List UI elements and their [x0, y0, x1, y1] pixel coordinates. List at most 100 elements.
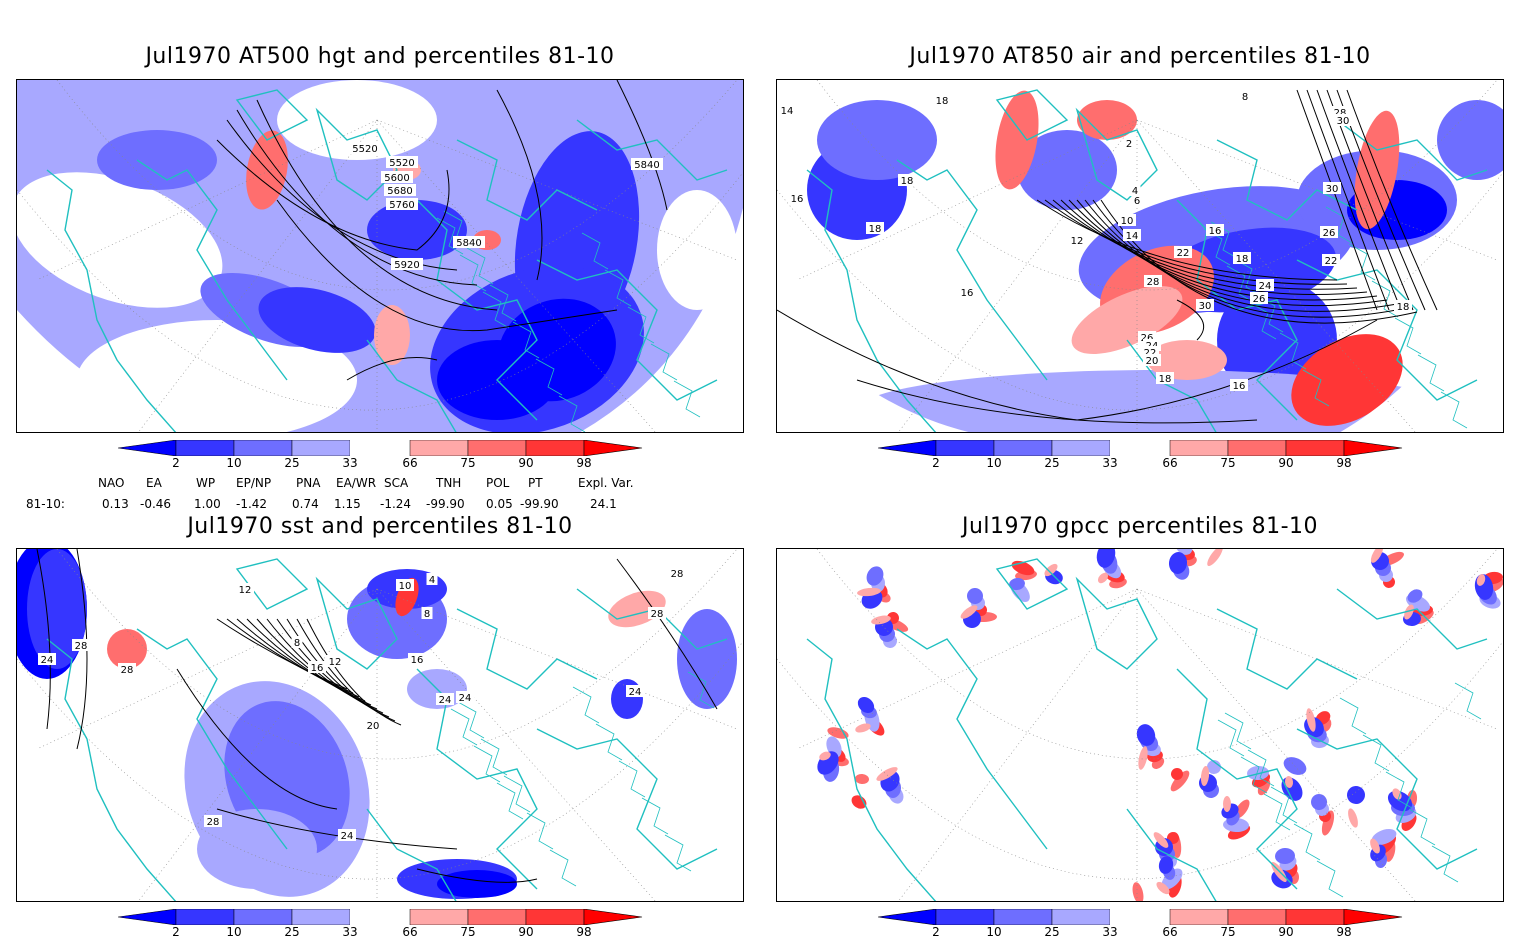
contour-label: 5520 [349, 142, 381, 155]
contour-label: 5840 [453, 236, 485, 249]
contour-line [1044, 199, 1348, 285]
country-borders [436, 210, 701, 432]
svg-text:30: 30 [1326, 184, 1339, 195]
colorbar-swatch [993, 439, 1053, 457]
anomaly-region [374, 305, 410, 365]
index-value: -0.46 [140, 497, 172, 511]
svg-text:24: 24 [629, 687, 642, 698]
colorbar-tick-label: 66 [1162, 456, 1178, 470]
contour-line [216, 808, 458, 850]
svg-text:24: 24 [439, 695, 452, 706]
precip-anomaly [866, 566, 884, 586]
svg-text:6: 6 [1134, 196, 1140, 207]
graticule [17, 80, 743, 432]
contour-label: 16 [958, 286, 976, 299]
anomaly-region [437, 870, 517, 898]
anomaly-region [1147, 340, 1227, 380]
index-header: EP/NP [236, 476, 272, 490]
precip-anomaly [1275, 847, 1295, 865]
svg-text:4: 4 [429, 575, 435, 586]
graticule [777, 549, 1503, 901]
contour-label: 14 [778, 104, 796, 117]
precip-anomaly [1321, 810, 1335, 836]
contour-line [176, 668, 338, 810]
precip-anomaly [857, 697, 875, 713]
index-header: SCA [384, 476, 409, 490]
index-header: PT [528, 476, 543, 490]
anomaly-region [817, 100, 937, 180]
svg-text:5920: 5920 [394, 260, 419, 271]
panel-title-gpcc: Jul1970 gpcc percentiles 81-10 [961, 514, 1319, 539]
contour-label: 30 [1196, 299, 1214, 312]
graticule [17, 549, 743, 901]
svg-text:10: 10 [1121, 216, 1134, 227]
map-outside-domain [580, 207, 743, 432]
contour-line [1036, 199, 1338, 281]
svg-text:5840: 5840 [456, 238, 481, 249]
precip-anomaly [1223, 796, 1231, 812]
contour-label: 4 [1129, 184, 1141, 197]
colorbar-arrow-low [117, 439, 177, 457]
svg-text:30: 30 [1337, 116, 1350, 127]
svg-text:26: 26 [1253, 294, 1266, 305]
anomaly-region [277, 80, 437, 160]
colorbar-tick-label: 66 [402, 456, 418, 470]
colorbar-arrow-low [877, 439, 937, 457]
svg-text:16: 16 [411, 655, 424, 666]
colorbar-swatches [117, 439, 643, 457]
svg-text:12: 12 [239, 585, 252, 596]
contour-label: 22 [1174, 246, 1192, 259]
colorbar-swatch [993, 908, 1053, 926]
anomaly-region [97, 130, 217, 190]
svg-text:18: 18 [901, 176, 914, 187]
contour-label: 26 [1250, 292, 1268, 305]
svg-text:20: 20 [367, 721, 380, 732]
map-outside-domain [777, 310, 969, 432]
svg-text:8: 8 [1242, 92, 1248, 103]
precip-anomaly [967, 588, 984, 604]
svg-text:24: 24 [459, 693, 472, 704]
svg-text:4: 4 [1132, 186, 1138, 197]
contour-label: 28 [668, 567, 686, 580]
colorbar-swatches [117, 908, 643, 926]
colorbar-swatch [175, 908, 235, 926]
contour-label: 8 [421, 607, 433, 620]
svg-text:18: 18 [1236, 254, 1249, 265]
contour-label: 12 [236, 583, 254, 596]
index-header: Expl. Var. [578, 476, 634, 490]
map-outside-domain [17, 310, 209, 432]
colorbar-tick-label: 98 [1336, 456, 1352, 470]
svg-text:18: 18 [1397, 302, 1410, 313]
anomaly-region [367, 200, 467, 260]
colorbar-swatch [233, 439, 293, 457]
contour-label: 12 [326, 655, 344, 668]
colorbar-swatch [175, 439, 235, 457]
svg-text:24: 24 [41, 655, 54, 666]
colorbar-tick-label: 25 [284, 456, 300, 470]
index-header: PNA [296, 476, 321, 490]
contour-label: 24 [1256, 279, 1274, 292]
contour-label: 18 [1156, 372, 1174, 385]
colorbar-arrow-high [1343, 439, 1403, 457]
anomaly-region [77, 320, 357, 432]
colorbar-swatch [467, 908, 527, 926]
colorbar-swatch [467, 439, 527, 457]
contour-line [216, 618, 348, 690]
contour-label: 20 [1143, 354, 1161, 367]
contour-label: 16 [408, 653, 426, 666]
map-hgt: 5520 5520 5600 5680 5760 5840 5920 5840 [17, 80, 743, 432]
precip-anomaly [1096, 549, 1116, 568]
colorbar-swatch [233, 908, 293, 926]
contour-label: 16 [1206, 224, 1224, 237]
colorbar-tick-label: 75 [460, 925, 476, 939]
svg-text:28: 28 [651, 609, 664, 620]
svg-text:5840: 5840 [634, 160, 659, 171]
panel-title-sst: Jul1970 sst and percentiles 81-10 [187, 514, 573, 539]
index-value: 1.15 [334, 497, 361, 511]
contour-line [346, 357, 438, 381]
precip-anomaly [1284, 776, 1294, 788]
precip-anomaly [827, 727, 849, 739]
svg-text:26: 26 [1323, 228, 1336, 239]
precip-anomaly [1407, 589, 1423, 603]
contour-label: 24 [38, 653, 56, 666]
